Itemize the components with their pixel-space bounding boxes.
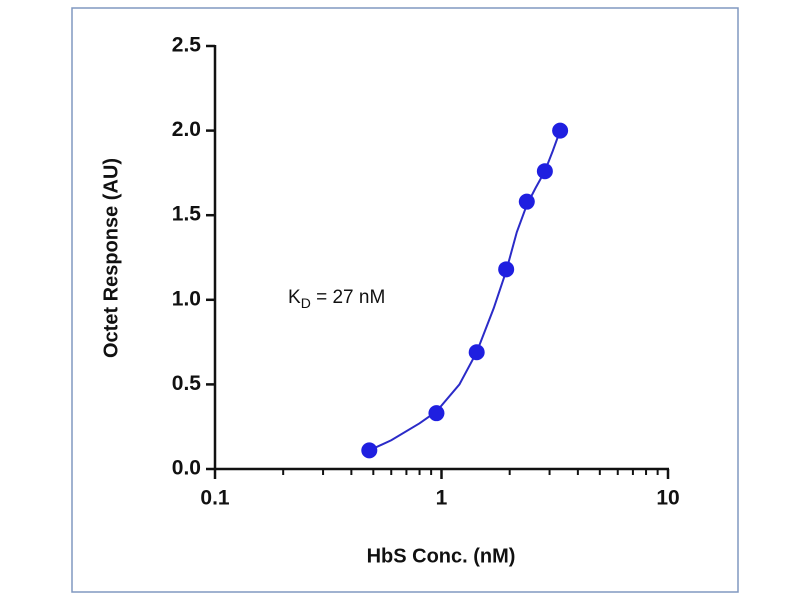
- annotation-tail: = 27 nM: [311, 287, 385, 308]
- y-tick-label: 0.0: [172, 457, 201, 480]
- x-axis-title: HbS Conc. (nM): [367, 545, 516, 567]
- data-point: [468, 344, 485, 361]
- data-point: [361, 442, 378, 459]
- y-tick-label: 1.0: [172, 287, 201, 310]
- x-tick-label: 0.1: [200, 487, 230, 510]
- data-point: [498, 261, 515, 278]
- data-point: [428, 405, 445, 422]
- x-tick-label: 1: [436, 487, 448, 510]
- annotation-main: K: [288, 287, 301, 308]
- y-tick-label: 2.5: [172, 34, 202, 57]
- x-tick-label: 10: [656, 487, 679, 510]
- y-tick-label: 1.5: [172, 203, 202, 226]
- y-axis-title: Octet Response (AU): [100, 158, 122, 358]
- annotation-sub: D: [301, 295, 311, 311]
- y-tick-label: 0.5: [172, 372, 202, 395]
- data-point: [518, 193, 535, 210]
- annotation: KD = 27 nM: [288, 287, 385, 311]
- y-tick-label: 2.0: [172, 118, 201, 141]
- data-point: [536, 163, 553, 180]
- data-point: [552, 122, 569, 139]
- frame: [71, 7, 739, 593]
